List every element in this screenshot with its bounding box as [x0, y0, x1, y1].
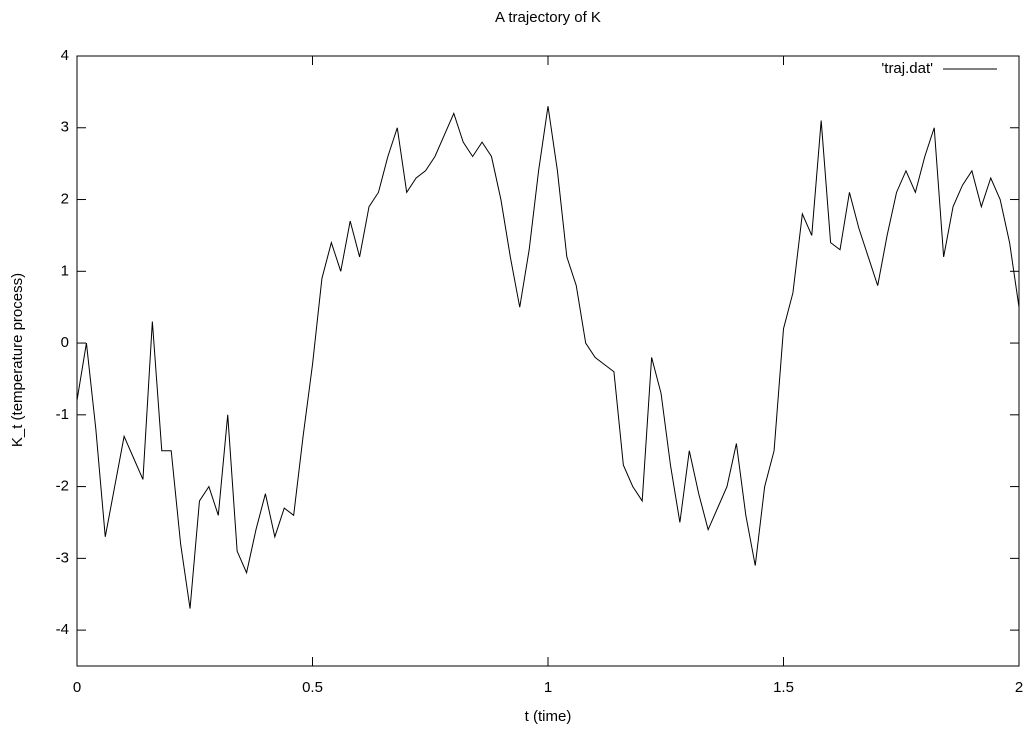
y-tick-label: -1	[56, 406, 69, 423]
x-tick-label: 2	[1015, 679, 1023, 696]
legend-label: 'traj.dat'	[881, 60, 933, 77]
y-tick-label: 4	[61, 47, 69, 64]
y-tick-label: 0	[61, 334, 69, 351]
x-tick-label: 1.5	[773, 679, 794, 696]
data-line	[76, 106, 1020, 609]
y-tick-label: -2	[56, 478, 69, 495]
y-tick-label: 3	[61, 119, 69, 136]
y-axis-label: K_t (temperature process)	[9, 273, 26, 447]
chart-title: A trajectory of K	[495, 9, 601, 26]
x-tick-label: 0.5	[302, 679, 323, 696]
x-axis-label: t (time)	[525, 708, 572, 725]
plot-border	[76, 55, 1020, 667]
y-tick-label: 2	[61, 190, 69, 207]
x-tick-label: 0	[73, 679, 81, 696]
y-tick-label: 1	[61, 262, 69, 279]
y-tick-label: -3	[56, 549, 69, 566]
x-tick-label: 1	[544, 679, 552, 696]
y-tick-label: -4	[56, 621, 69, 638]
